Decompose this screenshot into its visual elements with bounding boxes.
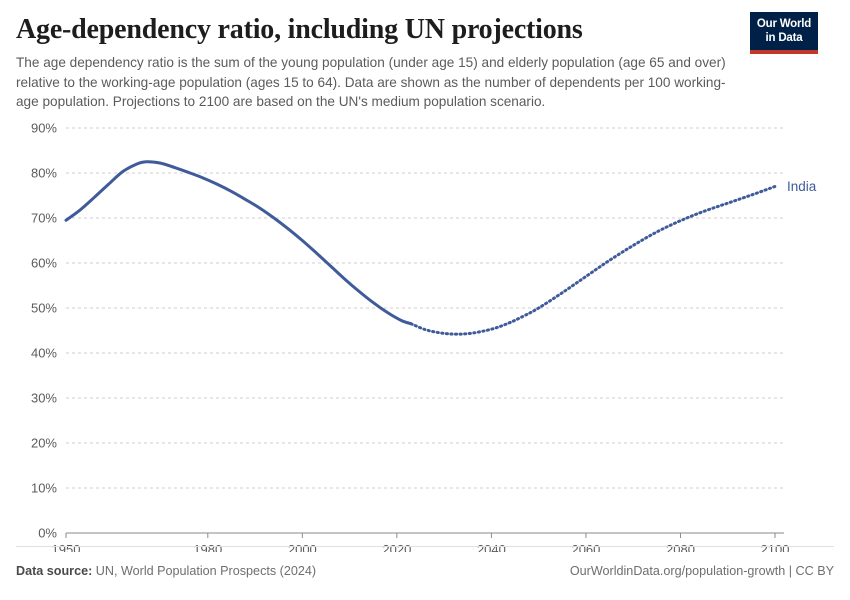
- y-tick-label-70%: 70%: [31, 211, 57, 226]
- x-axis: [65, 532, 784, 538]
- owid-logo-line1: Our World: [756, 18, 812, 30]
- x-axis-tick-labels: 1950 1980 2000 2020 2040 2060 2080 2100: [52, 542, 790, 552]
- x-tick-label-2020: 2020: [382, 542, 411, 552]
- y-tick-label-20%: 20%: [31, 436, 57, 451]
- x-tick-label-2080: 2080: [666, 542, 695, 552]
- x-tick-label-2000: 2000: [288, 542, 317, 552]
- series-line-historical-india[interactable]: [64, 160, 413, 326]
- series-label-text-india[interactable]: India: [787, 179, 817, 194]
- owid-logo[interactable]: Our World in Data: [750, 12, 818, 55]
- x-tick-label-1950: 1950: [52, 542, 81, 552]
- x-tick-label-2040: 2040: [477, 542, 506, 552]
- y-tick-label-90%: 90%: [31, 121, 57, 136]
- line-chart-svg[interactable]: 0% 10% 20% 30% 40% 50% 60% 70% 80% 90% 1950 1980 20…: [0, 112, 850, 553]
- page-title: Age-dependency ratio, including UN proje…: [16, 14, 583, 45]
- y-tick-label-30%: 30%: [31, 391, 57, 406]
- y-tick-label-50%: 50%: [31, 301, 57, 316]
- y-tick-label-10%: 10%: [31, 481, 57, 496]
- chart-plot-area[interactable]: 0% 10% 20% 30% 40% 50% 60% 70% 80% 90% 1950 1980 20…: [0, 112, 850, 553]
- y-axis-tick-labels: 0% 10% 20% 30% 40% 50% 60% 70% 80% 90%: [31, 121, 57, 541]
- series-line-projection-india[interactable]: [409, 185, 777, 336]
- chart-subtitle: The age dependency ratio is the sum of t…: [16, 55, 726, 109]
- data-series-india[interactable]: [64, 160, 777, 336]
- chart-header: Age-dependency ratio, including UN proje…: [16, 0, 834, 111]
- gridlines: [66, 127, 784, 489]
- x-tick-label-2060: 2060: [571, 542, 600, 552]
- y-tick-label-40%: 40%: [31, 346, 57, 361]
- y-tick-label-60%: 60%: [31, 256, 57, 271]
- attribution-link[interactable]: OurWorldinData.org/population-growth | C…: [569, 564, 834, 578]
- series-label-india[interactable]: India: [787, 179, 817, 194]
- chart-footer: Data source: UN, World Population Prospe…: [16, 546, 834, 586]
- x-tick-label-1980: 1980: [193, 542, 222, 552]
- data-source: Data source: UN, World Population Prospe…: [16, 564, 316, 578]
- data-source-text: UN, World Population Prospects (2024): [95, 564, 317, 578]
- data-source-label: Data source:: [16, 564, 93, 578]
- y-tick-label-80%: 80%: [31, 166, 57, 181]
- owid-logo-line2: in Data: [765, 31, 803, 44]
- y-tick-label-0%: 0%: [38, 526, 57, 541]
- x-tick-label-2100: 2100: [761, 542, 790, 552]
